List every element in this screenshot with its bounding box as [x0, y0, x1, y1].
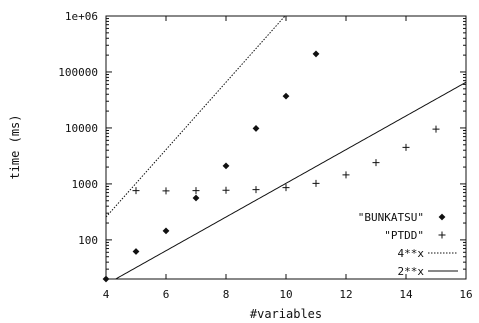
ptdd-point — [252, 186, 260, 194]
bunkatsu-point — [102, 275, 110, 283]
y-tick-label: 100 — [78, 234, 98, 247]
bunkatsu-point — [312, 50, 320, 58]
x-tick-label: 6 — [163, 288, 170, 301]
ptdd-point — [342, 171, 350, 179]
bunkatsu-point — [192, 194, 200, 202]
y-tick-label: 1e+06 — [65, 10, 98, 23]
y-axis-title: time (ms) — [8, 114, 22, 179]
y-tick-label: 10000 — [65, 122, 98, 135]
ptdd-point — [432, 125, 440, 133]
ptdd-point — [162, 187, 170, 195]
y-tick-label: 1000 — [72, 178, 99, 191]
y-tick-label: 100000 — [58, 66, 98, 79]
legend-label: "PTDD" — [384, 229, 424, 242]
curve-4-pow-x — [106, 16, 286, 218]
x-tick-label: 16 — [459, 288, 472, 301]
bunkatsu-point — [282, 92, 290, 100]
curve-group — [106, 16, 466, 279]
legend: "BUNKATSU" "PTDD" 4**x 2**x — [358, 211, 458, 278]
legend-label: 2**x — [398, 265, 425, 278]
bunkatsu-point — [222, 162, 230, 170]
ptdd-point — [372, 159, 380, 167]
x-tick-label: 4 — [103, 288, 110, 301]
x-tick-label: 14 — [399, 288, 413, 301]
legend-marker — [438, 231, 446, 239]
x-axis-title: #variables — [250, 307, 322, 321]
ptdd-point — [312, 179, 320, 187]
x-tick-label: 12 — [339, 288, 352, 301]
ptdd-point — [132, 187, 140, 195]
legend-label: 4**x — [398, 247, 425, 260]
x-tick-label: 8 — [223, 288, 230, 301]
ptdd-point — [282, 184, 290, 192]
legend-marker — [438, 213, 446, 221]
x-tick-label: 10 — [279, 288, 292, 301]
ptdd-point — [402, 143, 410, 151]
bunkatsu-point — [162, 227, 170, 235]
legend-label: "BUNKATSU" — [358, 211, 424, 224]
ptdd-point — [222, 186, 230, 194]
bunkatsu-point — [252, 125, 260, 132]
tick-group: 4 6 8 10 12 14 16 100 1000 10000 100000 1e+06 — [58, 10, 472, 301]
curve-2-pow-x — [114, 81, 466, 279]
marker-group — [102, 50, 440, 283]
bunkatsu-point — [132, 248, 140, 255]
ptdd-point — [192, 187, 200, 195]
